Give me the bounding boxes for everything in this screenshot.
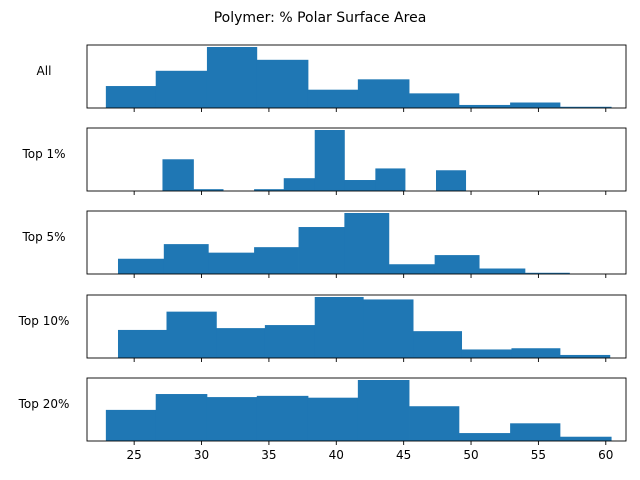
histogram-bar <box>436 170 467 191</box>
panel-frame <box>86 294 627 359</box>
panel-frame <box>86 44 627 109</box>
histogram-bar <box>559 436 612 441</box>
histogram-bar <box>344 180 376 191</box>
x-tick-label: 55 <box>531 448 546 462</box>
panel-frame <box>86 210 627 275</box>
histogram-bar <box>155 394 208 441</box>
histogram-bar <box>117 329 167 358</box>
x-tick-label: 40 <box>329 448 344 462</box>
histogram-bar <box>162 159 194 191</box>
histogram-bar <box>413 331 463 358</box>
x-tick-label: 25 <box>127 448 142 462</box>
panel-label: All <box>37 64 52 78</box>
histogram-bar <box>254 247 299 274</box>
histogram-bar <box>314 297 364 358</box>
histogram-bar <box>458 104 511 108</box>
histogram-bar <box>479 268 526 274</box>
x-tick-label: 60 <box>598 448 613 462</box>
histogram-bar <box>510 423 561 441</box>
histogram-bar <box>357 79 410 108</box>
histogram-bar <box>163 244 209 274</box>
histogram-bar <box>409 406 460 441</box>
histogram-bar <box>256 395 309 441</box>
histogram-bar <box>458 433 511 441</box>
histogram-bar <box>363 299 414 358</box>
panel-label: Top 10% <box>18 314 70 328</box>
panel-frame <box>86 127 627 192</box>
histogram-bar <box>375 168 406 191</box>
histogram-bar <box>264 325 316 358</box>
histogram-bar <box>511 348 561 358</box>
x-tick-label: 45 <box>396 448 411 462</box>
panel-frame <box>86 377 627 442</box>
histogram-bar <box>298 227 345 274</box>
histogram-bar <box>155 70 208 108</box>
histogram-bar <box>524 272 570 274</box>
panel-label: Top 5% <box>21 230 65 244</box>
x-tick-label: 35 <box>261 448 276 462</box>
histogram-bar <box>105 86 157 108</box>
histogram-bar <box>193 189 224 191</box>
histogram-bar <box>166 311 217 358</box>
histogram-bar <box>510 102 561 108</box>
histogram-bar <box>388 264 436 274</box>
histogram-bar <box>206 397 258 441</box>
histogram-bar <box>206 47 258 108</box>
histogram-bar <box>461 349 512 358</box>
histogram-bar <box>105 409 157 441</box>
histogram-bar <box>208 252 255 274</box>
histogram-bar <box>409 93 460 108</box>
histogram-bar <box>117 258 165 274</box>
histogram-bar <box>254 189 285 191</box>
x-tick-label: 50 <box>463 448 478 462</box>
histogram-bar <box>314 130 345 191</box>
histogram-bar <box>256 59 309 108</box>
histogram-bar <box>216 328 266 358</box>
chart-title: Polymer: % Polar Surface Area <box>214 10 427 26</box>
histogram-bar <box>344 213 390 274</box>
x-tick-label: 30 <box>194 448 209 462</box>
histogram-bar <box>283 178 316 191</box>
panel-label: Top 1% <box>21 147 65 161</box>
histogram-bar <box>307 397 359 441</box>
histogram-bar <box>357 380 410 441</box>
histogram-bar <box>307 89 359 108</box>
histogram-bar <box>559 354 611 358</box>
histogram-bar <box>434 255 480 274</box>
panel-label: Top 20% <box>18 397 70 411</box>
histogram-bar <box>559 106 612 108</box>
